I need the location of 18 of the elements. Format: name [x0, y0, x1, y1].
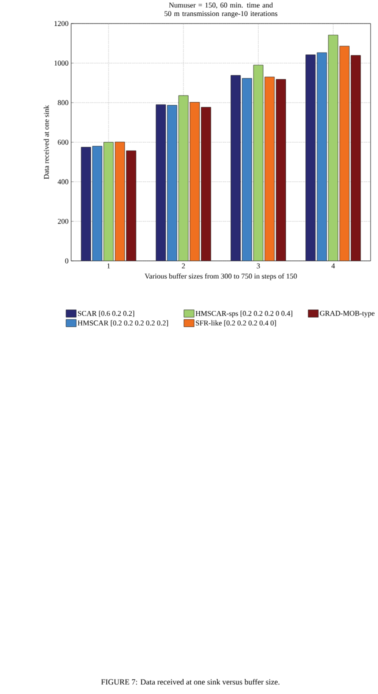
- bar: [276, 79, 286, 261]
- bar: [201, 107, 212, 261]
- bar: [306, 54, 316, 261]
- bar: [242, 78, 252, 261]
- bar: [126, 150, 136, 261]
- bar: [340, 46, 350, 261]
- bar: [115, 142, 126, 261]
- bar: [254, 64, 264, 261]
- bar: [264, 76, 275, 261]
- bar: [317, 52, 328, 261]
- bar: [81, 146, 92, 261]
- bar: [104, 142, 114, 261]
- bar: [351, 55, 361, 261]
- bar: [167, 105, 178, 261]
- bar: [178, 95, 189, 261]
- bar: [156, 104, 166, 261]
- bar: [230, 75, 241, 261]
- bar: [328, 34, 338, 261]
